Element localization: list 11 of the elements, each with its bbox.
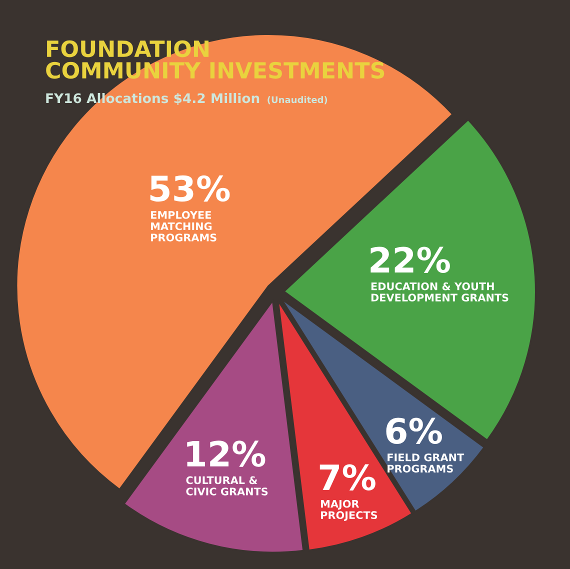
data-label: 12% — [187, 440, 266, 467]
data-label: 7% — [320, 464, 376, 490]
text: (Unaudited) — [268, 96, 328, 104]
slice-label: EMPLOYEE MATCHING PROGRAMS — [151, 211, 216, 242]
slice-label: FIELD GRANT PROGRAMS — [388, 453, 464, 473]
slice-label: CULTURAL & CIVIC GRANTS — [186, 476, 268, 496]
data-label: 6% — [386, 418, 442, 444]
slice-label: EDUCATION & YOUTH DEVELOPMENT GRANTS — [371, 282, 508, 302]
data-label: 53% — [150, 175, 230, 202]
slice-label: MAJOR PROJECTS — [321, 500, 378, 521]
data-label: 22% — [370, 246, 450, 273]
